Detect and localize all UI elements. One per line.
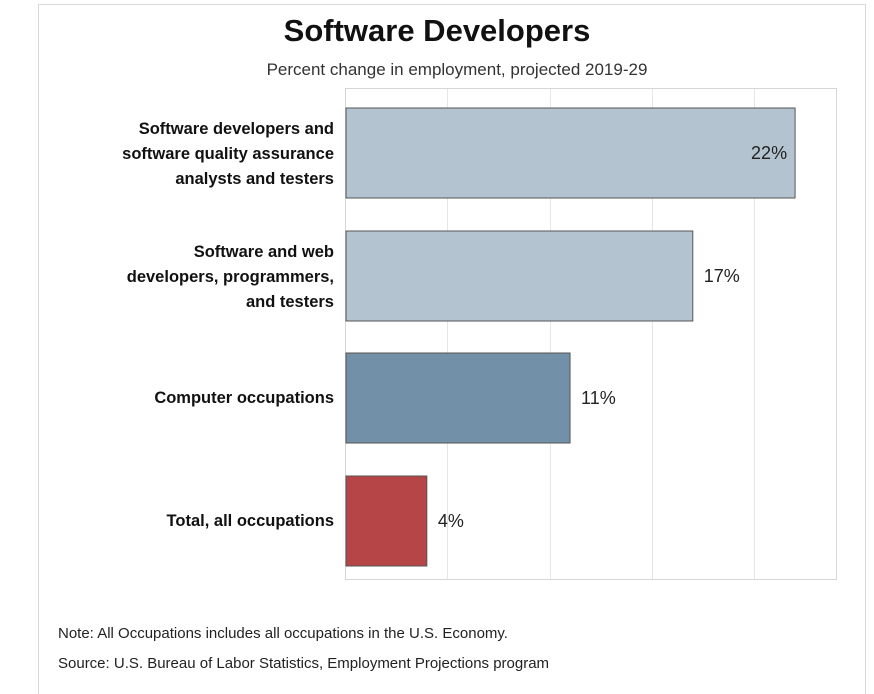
category-label-software-web-developers: Software and web developers, programmers… [126, 243, 334, 311]
bar-2 [345, 352, 571, 444]
bar-value-label-3: 4% [438, 511, 464, 531]
category-label-software-developers: Software developers and software quality… [122, 120, 334, 188]
bar-value-label-2: 11% [581, 388, 616, 408]
bar-0 [345, 107, 796, 199]
category-label-total-all-occupations: Total, all occupations [166, 512, 334, 530]
chart-source: Source: U.S. Bureau of Labor Statistics,… [58, 655, 550, 672]
chart-subtitle: Percent change in employment, projected … [266, 60, 648, 79]
plot-area-border [345, 88, 837, 580]
bar-value-label-0: 22% [751, 143, 787, 163]
bar-value-label-1: 17% [704, 266, 740, 286]
bar-1 [345, 230, 694, 322]
category-label-computer-occupations: Computer occupations [154, 389, 334, 407]
chart-note: Note: All Occupations includes all occup… [58, 625, 508, 642]
bar-3 [345, 475, 428, 567]
chart-title: Software Developers [283, 13, 591, 48]
